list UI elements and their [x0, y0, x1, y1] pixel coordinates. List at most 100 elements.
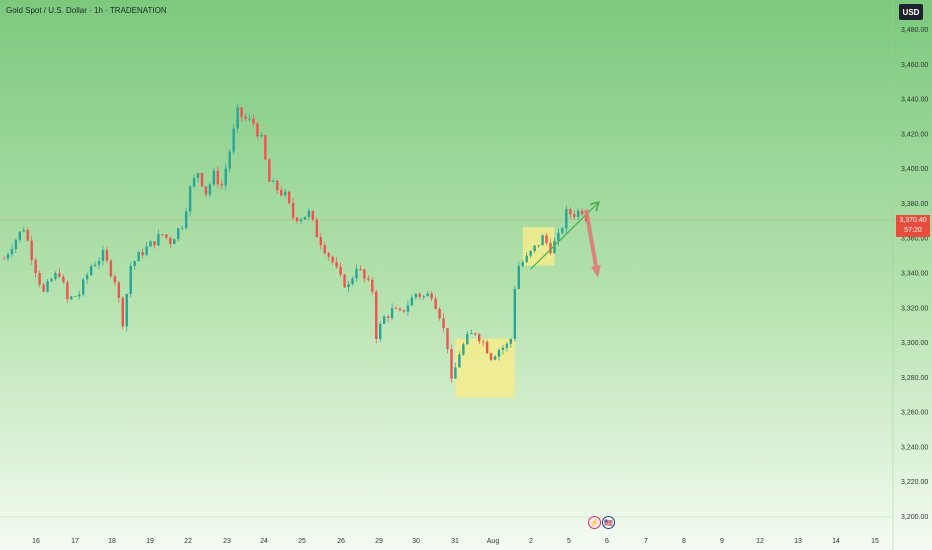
- candle-body: [220, 184, 223, 186]
- x-tick-label: 6: [605, 538, 609, 545]
- candle-body: [89, 266, 93, 275]
- currency-button[interactable]: USD: [899, 4, 923, 20]
- x-tick-label: 12: [756, 538, 764, 545]
- y-tick-label: 3,460.00: [901, 62, 928, 69]
- candle-body: [299, 219, 303, 222]
- candle-body: [375, 291, 378, 340]
- x-tick-label: 26: [337, 538, 345, 545]
- candle-body: [184, 211, 188, 228]
- candle-body: [541, 235, 544, 246]
- x-tick-label: 22: [184, 538, 192, 545]
- candle-body: [121, 297, 124, 327]
- candle-body: [485, 341, 489, 354]
- x-tick-label: 9: [720, 538, 724, 545]
- y-tick-label: 3,440.00: [901, 97, 928, 104]
- us-flag-icon[interactable]: 🇺🇸: [602, 516, 615, 529]
- candle-body: [501, 347, 505, 350]
- x-tick-label: 17: [71, 538, 79, 545]
- x-tick-label: 18: [108, 538, 116, 545]
- candle-body: [418, 293, 421, 298]
- candle-body: [85, 274, 89, 280]
- candle-body: [54, 273, 57, 279]
- candle-body: [398, 308, 402, 311]
- y-tick-label: 3,380.00: [901, 201, 928, 208]
- candle-body: [244, 116, 247, 119]
- candle-body: [252, 118, 255, 124]
- x-tick-label: 25: [298, 538, 306, 545]
- y-tick-label: 3,280.00: [901, 375, 928, 382]
- candle-body: [537, 245, 540, 246]
- candle-body: [58, 273, 61, 277]
- candle-body: [2, 258, 6, 260]
- candle-body: [569, 209, 572, 215]
- y-tick-label: 3,220.00: [901, 479, 928, 486]
- y-tick-label: 3,360.00: [901, 236, 928, 243]
- x-tick-label: 8: [682, 538, 686, 545]
- y-tick-label: 3,240.00: [901, 444, 928, 451]
- candle-body: [165, 234, 168, 238]
- x-tick-label: 2: [529, 538, 533, 545]
- candle-body: [283, 191, 287, 196]
- candle-body: [34, 259, 37, 273]
- candle-body: [14, 239, 18, 250]
- candle-body: [426, 293, 429, 297]
- candle-body: [410, 297, 414, 306]
- x-tick-label: 24: [260, 538, 268, 545]
- x-tick-label: 14: [832, 538, 840, 545]
- candle-body: [177, 228, 180, 240]
- candle-body: [359, 269, 362, 270]
- candle-body: [46, 281, 49, 292]
- candle-body: [82, 279, 85, 295]
- earnings-icon[interactable]: ⚡: [588, 516, 601, 529]
- candle-body: [442, 318, 445, 329]
- candle-body: [580, 210, 584, 215]
- y-tick-label: 3,300.00: [901, 340, 928, 347]
- candle-body: [319, 237, 322, 246]
- candle-body: [141, 252, 144, 256]
- candle-body: [561, 228, 564, 233]
- candle-body: [268, 159, 271, 182]
- current-price-value: 3,370.40: [899, 217, 927, 224]
- candle-body: [248, 118, 251, 120]
- candle-body: [113, 276, 117, 283]
- candle-body: [497, 349, 501, 357]
- candle-body: [280, 190, 283, 196]
- candle-body: [129, 265, 132, 294]
- candle-body: [406, 305, 410, 312]
- candle-body: [38, 272, 41, 285]
- candle-body: [513, 288, 517, 339]
- candle-body: [192, 178, 196, 187]
- candle-body: [470, 333, 473, 335]
- candle-body: [161, 234, 164, 236]
- candle-body: [454, 367, 457, 379]
- candle-body: [295, 217, 299, 222]
- candle-body: [109, 260, 113, 277]
- candle-body: [30, 240, 33, 260]
- candle-body: [367, 278, 370, 280]
- candle-body: [355, 269, 358, 279]
- x-tick-label: 31: [451, 538, 459, 545]
- candle-body: [331, 256, 334, 263]
- candle-body: [97, 260, 101, 265]
- candle-body: [565, 209, 568, 229]
- candle-body: [70, 296, 73, 300]
- candle-body: [481, 341, 485, 343]
- candle-body: [228, 151, 231, 169]
- candle-body: [533, 245, 536, 251]
- x-tick-label: 7: [644, 538, 648, 545]
- candle-body: [276, 180, 279, 191]
- current-price-tag: 3,370.40 57:20: [896, 215, 930, 237]
- candle-body: [379, 323, 382, 340]
- candle-body: [18, 231, 22, 240]
- candle-body: [311, 210, 315, 220]
- candle-body: [208, 184, 212, 195]
- candle-body: [505, 343, 509, 348]
- candle-body: [573, 214, 576, 217]
- candle-body: [351, 278, 354, 285]
- candle-body: [493, 356, 497, 360]
- candle-body: [422, 296, 425, 298]
- candle-body: [478, 334, 481, 342]
